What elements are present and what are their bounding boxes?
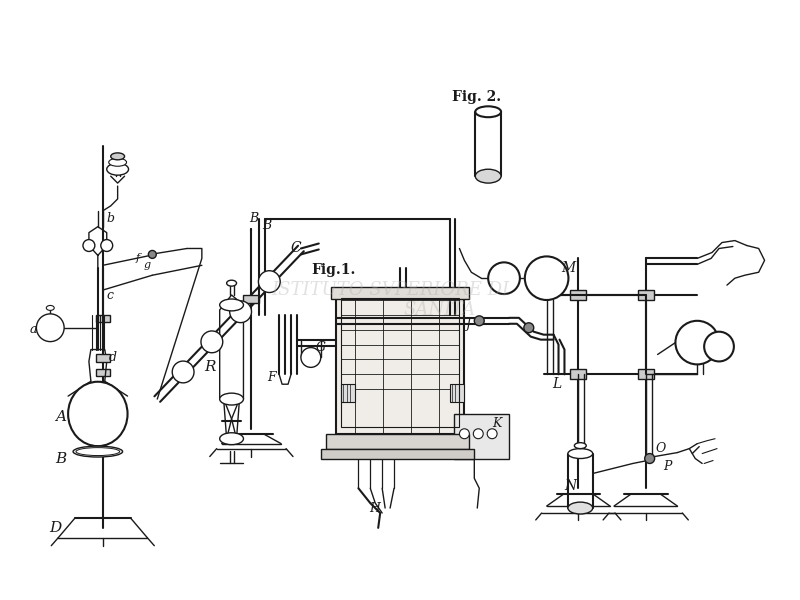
Ellipse shape	[475, 106, 501, 117]
Ellipse shape	[106, 163, 129, 175]
Circle shape	[101, 239, 113, 251]
Circle shape	[258, 271, 280, 293]
Text: B: B	[249, 212, 258, 225]
Circle shape	[474, 429, 483, 439]
Ellipse shape	[76, 448, 120, 455]
Circle shape	[201, 331, 222, 353]
Text: J: J	[465, 318, 470, 331]
Text: b: b	[106, 212, 114, 225]
Text: F: F	[267, 371, 275, 384]
Bar	[570, 290, 586, 300]
Text: A: A	[54, 410, 66, 424]
Text: O: O	[655, 442, 666, 455]
Text: f: f	[135, 253, 139, 263]
Bar	[638, 370, 654, 379]
Ellipse shape	[568, 502, 593, 514]
Ellipse shape	[109, 158, 126, 166]
Circle shape	[488, 262, 520, 294]
Text: B: B	[262, 219, 271, 232]
Text: N: N	[564, 479, 577, 493]
Bar	[96, 315, 110, 322]
Bar	[450, 384, 464, 402]
Bar	[243, 295, 259, 303]
Ellipse shape	[220, 393, 243, 405]
Text: C: C	[290, 241, 302, 256]
Text: d: d	[109, 351, 117, 364]
Circle shape	[474, 316, 484, 326]
Bar	[570, 370, 586, 379]
Circle shape	[704, 332, 734, 361]
Bar	[341, 298, 459, 427]
Bar	[321, 449, 474, 458]
Circle shape	[645, 454, 654, 463]
Ellipse shape	[220, 433, 243, 445]
Circle shape	[230, 301, 251, 323]
Circle shape	[36, 314, 64, 341]
Bar	[336, 295, 464, 434]
Text: G: G	[316, 341, 326, 354]
Circle shape	[675, 321, 719, 364]
Ellipse shape	[220, 299, 243, 311]
Ellipse shape	[46, 305, 54, 310]
Text: Fig. 2.: Fig. 2.	[451, 90, 501, 104]
Text: L: L	[552, 377, 561, 391]
Ellipse shape	[568, 449, 593, 458]
Circle shape	[83, 239, 95, 251]
Circle shape	[172, 361, 194, 383]
Circle shape	[301, 347, 321, 367]
Bar	[341, 384, 355, 402]
Ellipse shape	[574, 443, 586, 449]
Circle shape	[148, 250, 156, 259]
Text: c: c	[106, 289, 114, 302]
Text: a: a	[30, 323, 37, 336]
Text: K: K	[493, 418, 502, 430]
Bar	[96, 355, 110, 362]
Bar	[330, 287, 470, 299]
Circle shape	[459, 429, 470, 439]
Circle shape	[487, 429, 497, 439]
Text: SANITÀ: SANITÀ	[403, 301, 476, 319]
Text: P: P	[663, 460, 672, 473]
Bar	[326, 434, 470, 449]
Ellipse shape	[68, 382, 127, 446]
Text: ISTITUTO SVPERIORE DI: ISTITUTO SVPERIORE DI	[271, 281, 509, 299]
Bar	[638, 290, 654, 300]
Text: B: B	[55, 452, 66, 466]
Text: M: M	[562, 261, 575, 275]
Ellipse shape	[73, 446, 122, 457]
Circle shape	[525, 256, 569, 300]
Ellipse shape	[226, 280, 237, 286]
Text: R: R	[204, 361, 215, 374]
Ellipse shape	[475, 169, 501, 183]
Circle shape	[524, 323, 534, 332]
Text: H: H	[369, 502, 380, 515]
Text: Fig.1.: Fig.1.	[311, 263, 355, 277]
Ellipse shape	[110, 153, 125, 160]
Bar	[96, 370, 110, 376]
Bar	[454, 414, 509, 458]
Text: D: D	[49, 521, 62, 535]
Text: g: g	[144, 260, 151, 271]
